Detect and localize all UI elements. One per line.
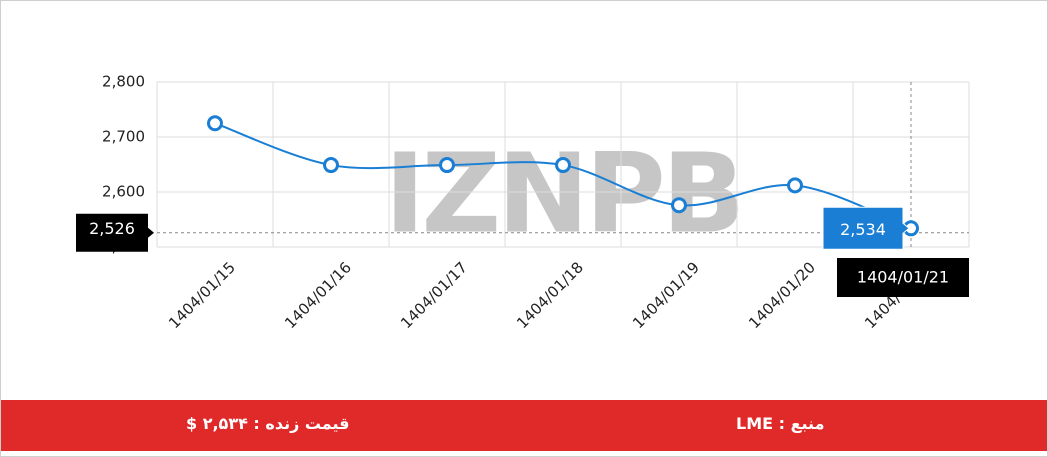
tooltip-label: 2,534 [840,220,886,239]
point [787,177,803,194]
chart: IZNPB 2,5002,6002,7002,8001404/01/151404… [76,73,970,332]
point [207,115,223,132]
y-tick-label: 2,700 [102,128,145,146]
x-tick-label: 1404/01/16 [281,258,355,332]
x-tick-label: 1404/01/19 [629,258,703,332]
point [439,157,455,174]
live-price: قیمت زنده : ۲,۵۳۴ $ [186,414,350,433]
x-tick-label: 1404/01/15 [165,258,239,332]
x-tick-label: 1404/01/17 [397,258,471,332]
crosshair-x-box [837,258,969,297]
y-tick-label: 2,800 [102,73,145,91]
crosshair-x-label: 1404/01/21 [857,268,949,287]
point [671,197,687,214]
x-tick-label: 1404/01/18 [513,258,587,332]
crosshair-y-box [76,213,154,252]
point [323,157,339,174]
crosshair-y-label: 2,526 [89,219,135,238]
watermark: IZNPB [384,129,741,257]
y-tick-label: 2,600 [102,183,145,201]
x-tick-label: 1404/01/20 [745,258,819,332]
point [555,157,571,174]
footer: قیمت زنده : ۲,۵۳۴ $ منبع : LME [1,400,1047,451]
tooltip-box [822,206,910,250]
source: منبع : LME [736,414,825,433]
